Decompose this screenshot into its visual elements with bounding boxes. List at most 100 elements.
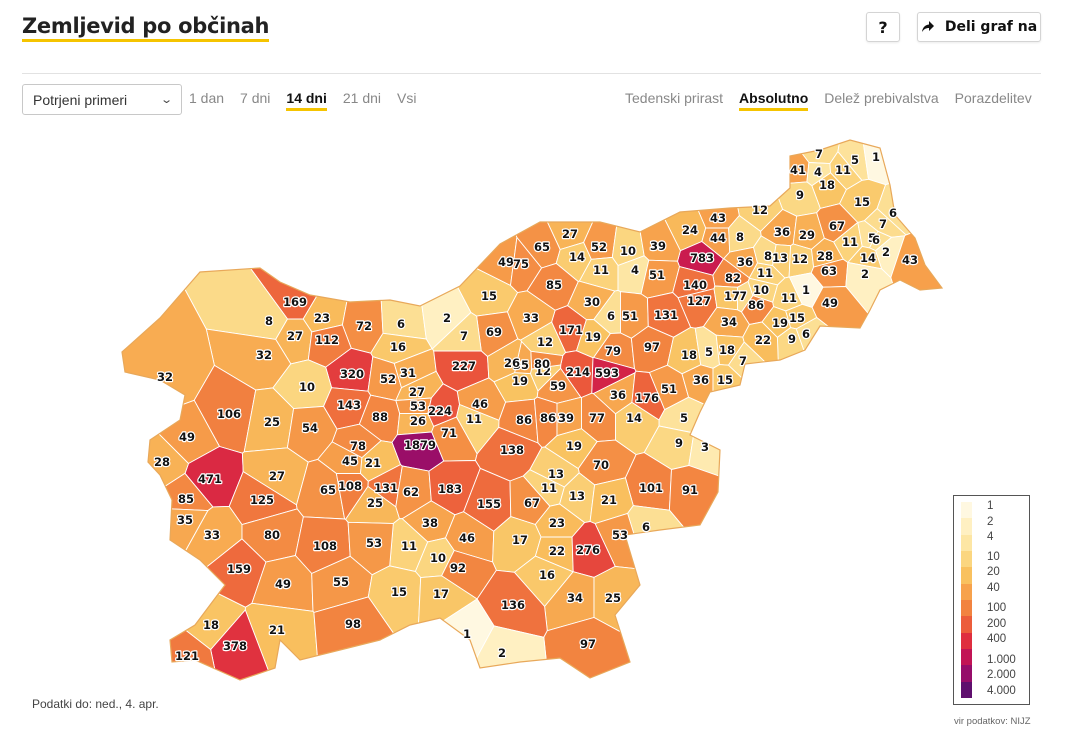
municipality-area[interactable] xyxy=(713,285,738,311)
municipality-value-label: 85 xyxy=(178,492,194,506)
municipality-area[interactable] xyxy=(530,350,564,370)
tab-period-14-days[interactable]: 14 dni xyxy=(286,90,327,111)
municipality-value-label: 138 xyxy=(500,443,524,457)
municipality-area[interactable] xyxy=(688,414,937,553)
municipality-value-label: 14 xyxy=(569,250,585,264)
municipality-value-label: 86 xyxy=(748,298,764,312)
municipality-value-label: 5 xyxy=(680,411,688,425)
municipality-value-label: 1 xyxy=(463,627,471,641)
municipality-value-label: 72 xyxy=(356,319,372,333)
municipality-area[interactable] xyxy=(593,565,872,685)
tab-distribution[interactable]: Porazdelitev xyxy=(954,90,1032,106)
municipality-value-label: 38 xyxy=(422,516,438,530)
tab-period-1-day[interactable]: 1 dan xyxy=(189,90,225,106)
tab-weekly-growth[interactable]: Tedenski prirast xyxy=(625,90,724,106)
municipality-value-label: 22 xyxy=(755,333,771,347)
municipality-value-label: 7 xyxy=(739,354,747,368)
municipality-value-label: 98 xyxy=(345,617,361,631)
legend-label: 4.000 xyxy=(987,685,1016,697)
municipality-value-label: 11 xyxy=(781,291,797,305)
municipality-value-label: 59 xyxy=(550,379,566,393)
municipality-value-label: 36 xyxy=(774,225,790,239)
municipality-value-label: 25 xyxy=(605,591,621,605)
municipality-area[interactable] xyxy=(658,120,740,229)
municipality-area[interactable] xyxy=(453,625,551,685)
municipality-value-label: 11 xyxy=(593,263,609,277)
tab-period-7-days[interactable]: 7 dni xyxy=(240,90,271,106)
municipality-value-label: 5 xyxy=(705,345,713,359)
municipality-value-label: 33 xyxy=(523,311,539,325)
municipality-value-label: 21 xyxy=(601,493,617,507)
municipality-value-label: 12 xyxy=(535,364,551,378)
municipality-value-label: 15 xyxy=(789,311,805,325)
municipality-area[interactable] xyxy=(668,465,960,686)
municipality-value-label: 49 xyxy=(179,430,195,444)
municipality-area[interactable] xyxy=(776,327,849,475)
municipality-area[interactable] xyxy=(775,120,844,165)
tab-period-all[interactable]: Vsi xyxy=(397,90,417,106)
measure-select[interactable]: Potrjeni primeri ⌄ xyxy=(22,84,182,115)
municipality-value-label: 593 xyxy=(595,366,619,380)
municipality-value-label: 6 xyxy=(607,309,615,323)
municipality-value-label: 23 xyxy=(549,516,565,530)
municipality-value-label: 34 xyxy=(567,591,583,605)
legend-swatch xyxy=(961,502,972,519)
municipality-value-label: 19 xyxy=(772,316,788,330)
legend-swatch xyxy=(961,665,972,682)
municipality-value-label: 108 xyxy=(313,539,337,553)
municipality-value-label: 15 xyxy=(481,289,497,303)
municipality-area[interactable] xyxy=(890,214,960,442)
municipality-value-label: 52 xyxy=(380,372,396,386)
municipality-value-label: 10 xyxy=(620,244,636,258)
municipality-value-label: 11 xyxy=(842,235,858,249)
municipality-area[interactable] xyxy=(374,164,427,340)
legend-swatch xyxy=(961,599,972,617)
municipality-value-label: 17 xyxy=(433,587,449,601)
tab-period-21-days[interactable]: 21 dni xyxy=(342,90,382,106)
municipality-value-label: 5 xyxy=(851,153,859,167)
tab-population-share[interactable]: Delež prebivalstva xyxy=(824,90,939,106)
municipality-value-label: 46 xyxy=(472,397,488,411)
municipality-value-label: 378 xyxy=(223,639,247,653)
municipality-value-label: 227 xyxy=(452,359,476,373)
municipality-area[interactable] xyxy=(543,617,747,686)
municipality-value-label: 11 xyxy=(835,163,851,177)
municipality-area[interactable] xyxy=(575,319,611,359)
municipality-value-label: 471 xyxy=(198,472,222,486)
legend-label: 100 xyxy=(987,602,1007,614)
municipality-value-label: 320 xyxy=(340,367,364,381)
municipality-value-label: 79 xyxy=(605,344,621,358)
municipality-value-label: 39 xyxy=(650,239,666,253)
municipality-value-label: 131 xyxy=(654,308,678,322)
municipality-value-label: 6 xyxy=(642,520,650,534)
municipality-value-label: 53 xyxy=(366,536,382,550)
municipality-value-label: 10 xyxy=(430,551,446,565)
municipality-value-label: 159 xyxy=(227,562,251,576)
municipality-value-label: 5 xyxy=(868,231,876,245)
legend-label: 1 xyxy=(987,500,994,512)
page-title: Zemljevid po občinah xyxy=(22,14,269,42)
data-source: vir podatkov: NIJZ xyxy=(954,716,1031,727)
municipality-value-label: 25 xyxy=(367,496,383,510)
municipality-value-label: 86 xyxy=(516,413,532,427)
municipality-area[interactable] xyxy=(361,120,518,287)
help-button[interactable]: ? xyxy=(866,12,900,42)
municipality-value-label: 41 xyxy=(790,163,806,177)
tab-absolute[interactable]: Absolutno xyxy=(739,90,809,111)
municipality-area[interactable] xyxy=(367,464,403,508)
municipality-value-label: 16 xyxy=(539,568,555,582)
legend-swatch xyxy=(961,632,972,649)
municipality-value-label: 31 xyxy=(400,366,416,380)
share-button[interactable]: Deli graf na xyxy=(917,12,1041,42)
municipality-area[interactable] xyxy=(811,237,844,268)
legend-swatch xyxy=(961,616,972,633)
municipality-value-label: 15 xyxy=(391,585,407,599)
municipality-area[interactable] xyxy=(795,316,960,571)
municipality-value-label: 2 xyxy=(861,267,869,281)
municipality-value-label: 67 xyxy=(829,219,845,233)
municipality-value-label: 97 xyxy=(580,637,596,651)
legend-swatch xyxy=(961,534,972,551)
legend-label: 20 xyxy=(987,566,1000,578)
municipality-value-label: 27 xyxy=(269,469,285,483)
